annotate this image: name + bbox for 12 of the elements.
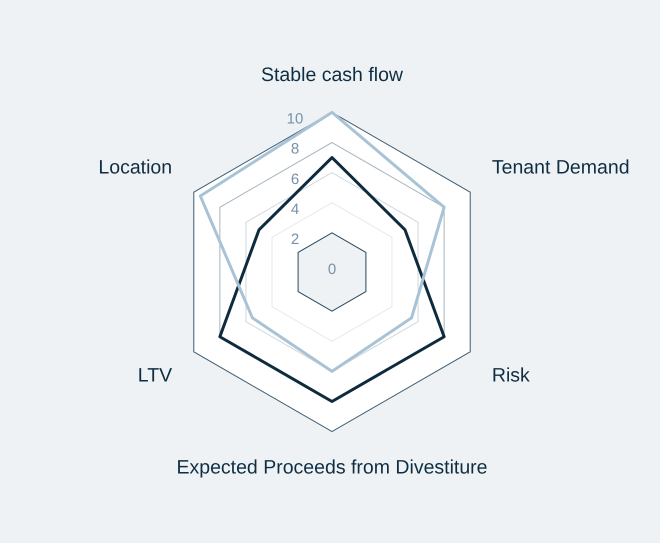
spoke-label: Stable cash flow — [261, 64, 404, 86]
y-tick-label: 8 — [290, 140, 300, 158]
y-tick-label: 6 — [290, 170, 300, 188]
y-tick-label: 2 — [290, 230, 300, 248]
spoke-label: Location — [98, 156, 172, 178]
y-tick-label: 4 — [290, 200, 300, 218]
spoke-label: LTV — [138, 364, 172, 386]
spoke-label: Tenant Demand — [492, 156, 630, 178]
spoke-label: Expected Proceeds from Divestiture — [176, 456, 488, 479]
y-tick-label: 0 — [328, 261, 336, 278]
spoke-label: Risk — [492, 364, 530, 386]
y-tick-label: 10 — [286, 110, 304, 128]
